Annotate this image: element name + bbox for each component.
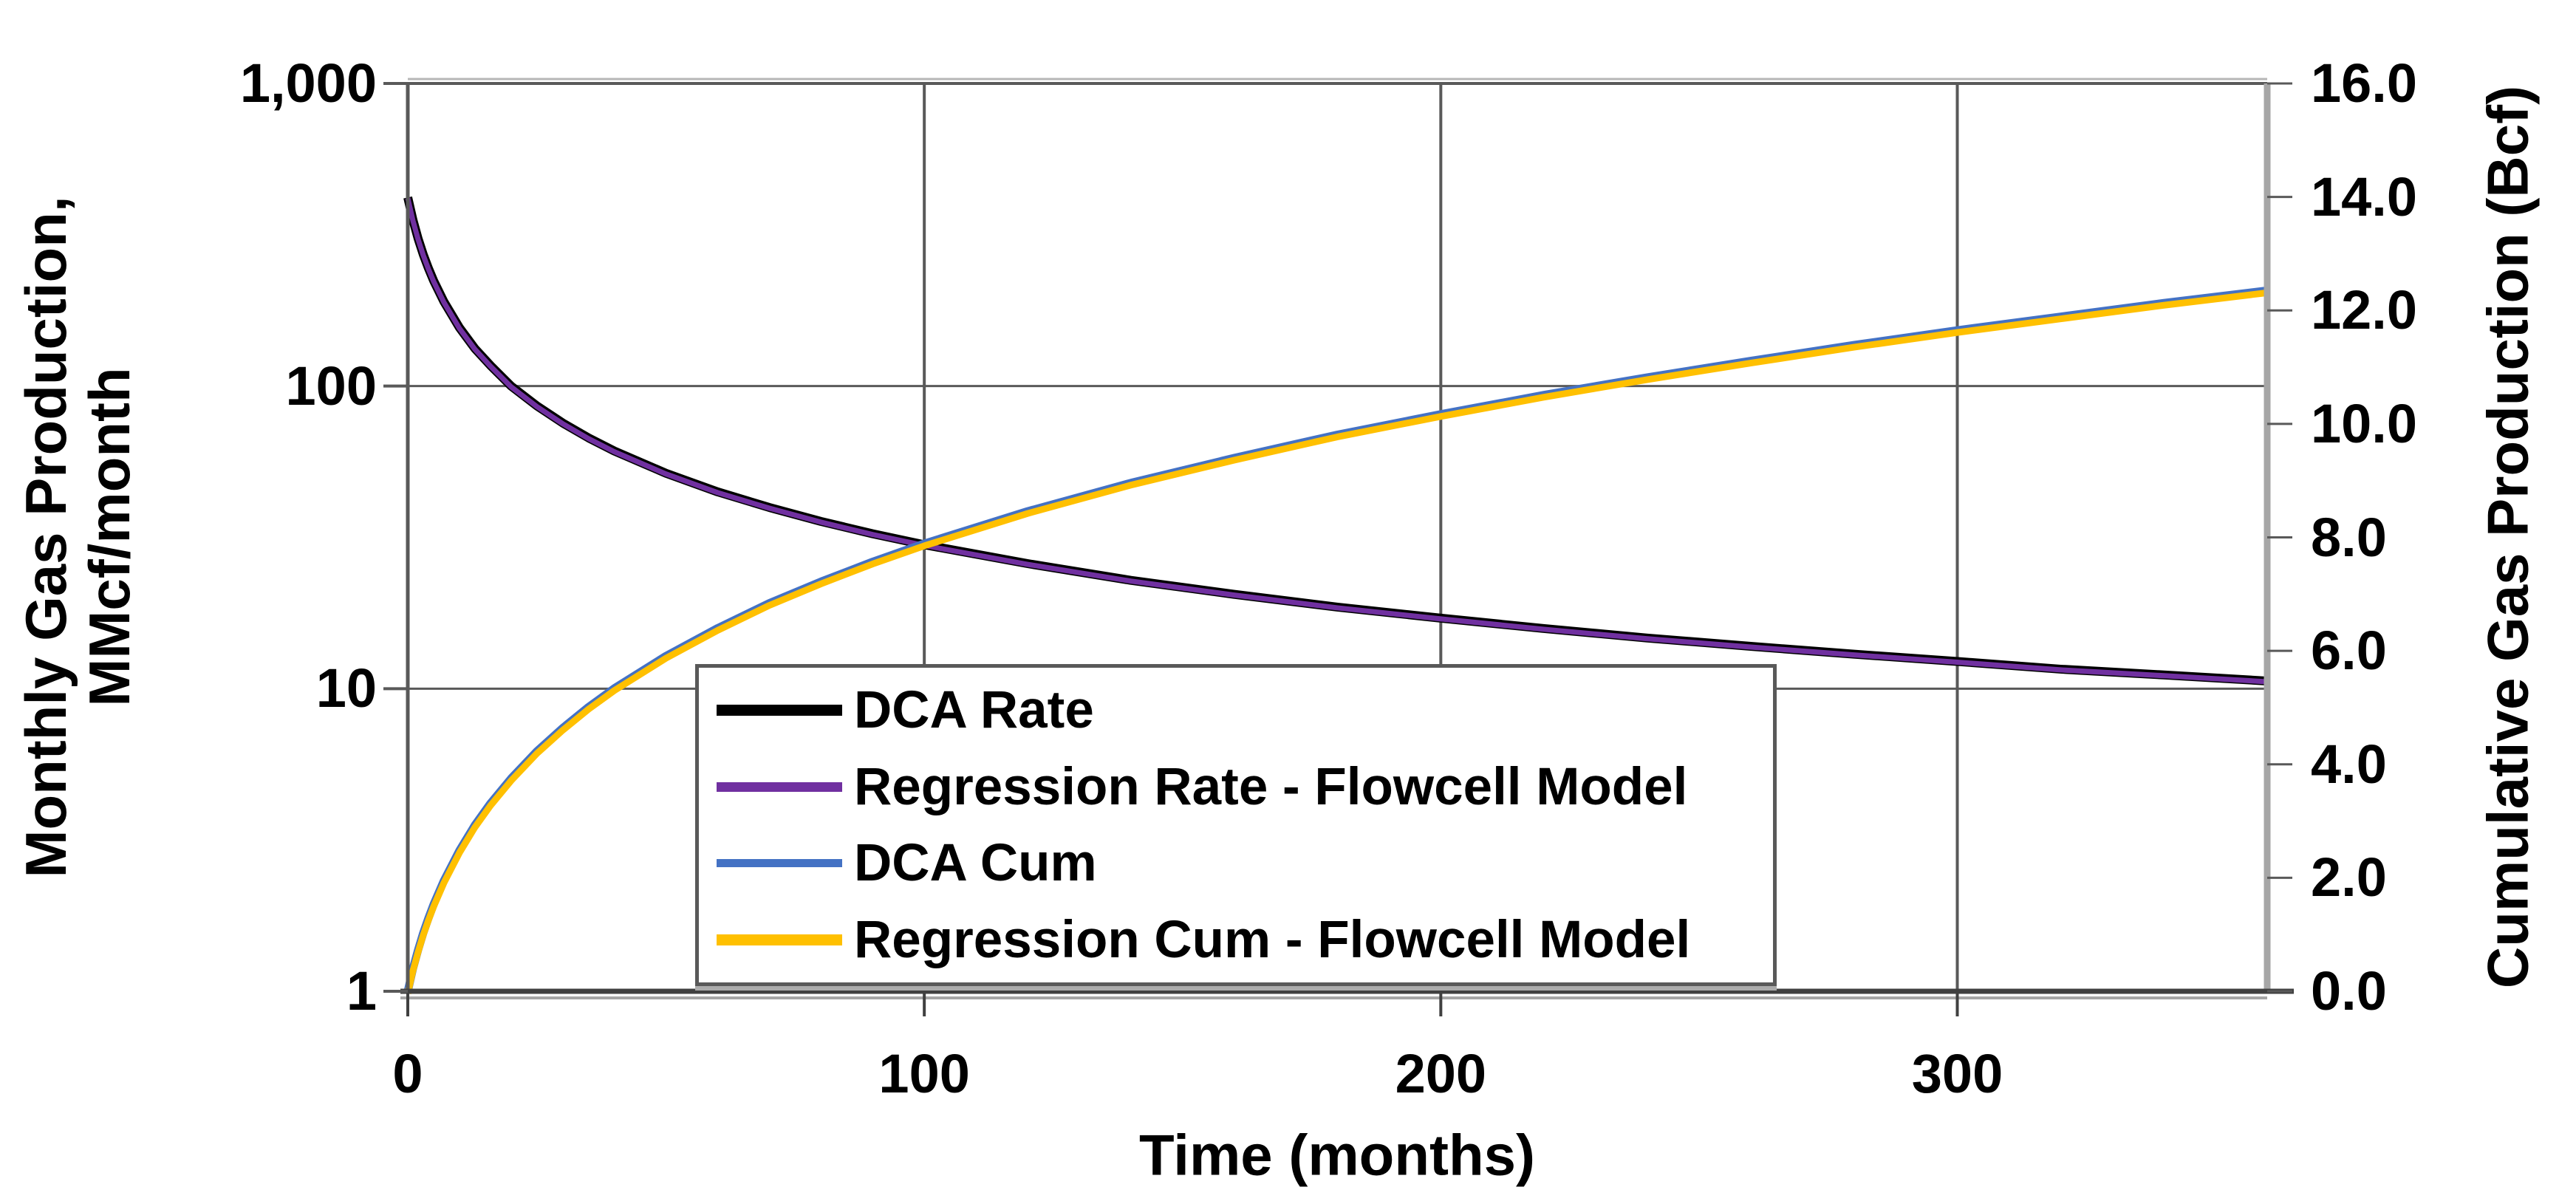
y-right-tick-label: 12.0 [2311,279,2418,341]
left-axis-title-line1: Monthly Gas Production, [13,196,78,878]
legend-line-swatch [717,934,842,945]
series-group [403,196,2268,994]
x-tick-label: 200 [1395,1043,1487,1104]
y-right-tick-label: 8.0 [2311,506,2387,568]
legend-item-label: DCA Cum [854,834,1097,893]
legend-item: Regression Rate - Flowcell Model [717,757,1766,817]
x-tick-label: 0 [392,1043,423,1104]
right-axis-title: Cumulative Gas Production (Bcf) [2475,85,2541,989]
y-right-tick-label: 16.0 [2311,52,2418,114]
y-right-tick-label: 14.0 [2311,165,2418,228]
legend: DCA Rate Regression Rate - Flowcell Model… [695,664,1777,986]
legend-item-label: DCA Rate [854,681,1094,740]
legend-item: DCA Rate [717,680,1766,740]
series-line-regression-rate-flowcell-model [405,197,2268,685]
y-left-tick-label: 1,000 [239,52,377,114]
series-line-regression-cum-flowcell-model [404,289,2268,994]
left-axis-title: Monthly Gas Production, MMcf/month [13,196,142,878]
y-right-tick-label: 2.0 [2311,846,2387,909]
legend-item: Regression Cum - Flowcell Model [717,910,1766,970]
x-axis-title: Time (months) [1139,1122,1535,1188]
y-left-tick-label: 1 [346,960,377,1022]
legend-line-swatch [717,859,842,868]
x-tick-label: 100 [878,1043,970,1104]
y-right-tick-label: 10.0 [2311,392,2418,454]
legend-item-label: Regression Cum - Flowcell Model [854,910,1691,969]
left-axis-title-line2: MMcf/month [77,367,142,707]
legend-line-swatch [717,705,842,716]
y-right-tick-label: 0.0 [2311,960,2387,1022]
y-right-tick-label: 6.0 [2311,620,2387,682]
legend-item-label: Regression Rate - Flowcell Model [854,757,1688,816]
y-left-tick-label: 10 [315,657,377,719]
x-tick-label: 300 [1911,1043,2003,1104]
y-left-tick-label: 100 [285,355,377,417]
y-right-tick-label: 4.0 [2311,733,2387,795]
legend-item: DCA Cum [717,833,1766,893]
legend-line-swatch [717,781,842,792]
